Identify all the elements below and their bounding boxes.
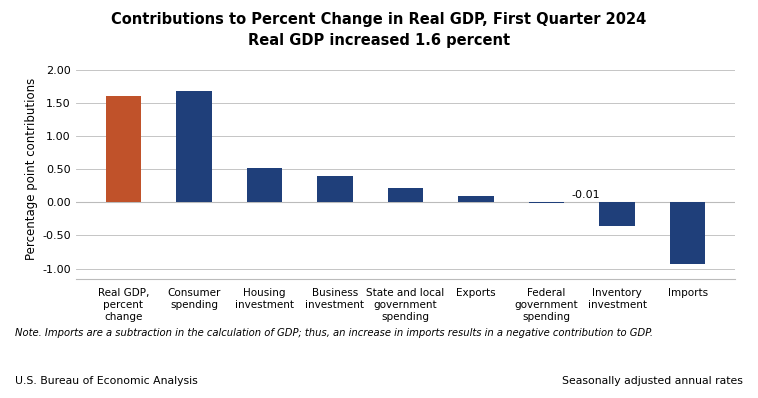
- Bar: [247, 168, 282, 202]
- Bar: [670, 202, 705, 264]
- Text: Seasonally adjusted annual rates: Seasonally adjusted annual rates: [562, 376, 743, 386]
- Text: Note. Imports are a subtraction in the calculation of GDP; thus, an increase in : Note. Imports are a subtraction in the c…: [15, 328, 653, 338]
- Text: Contributions to Percent Change in Real GDP, First Quarter 2024
Real GDP increas: Contributions to Percent Change in Real …: [111, 12, 647, 48]
- Bar: [177, 91, 211, 202]
- Text: U.S. Bureau of Economic Analysis: U.S. Bureau of Economic Analysis: [15, 376, 198, 386]
- Bar: [459, 196, 493, 202]
- Bar: [600, 202, 634, 226]
- Bar: [529, 202, 564, 203]
- Bar: [388, 188, 423, 202]
- Bar: [318, 176, 352, 202]
- Y-axis label: Percentage point contributions: Percentage point contributions: [25, 78, 38, 260]
- Bar: [106, 96, 141, 202]
- Text: -0.01: -0.01: [572, 190, 600, 200]
